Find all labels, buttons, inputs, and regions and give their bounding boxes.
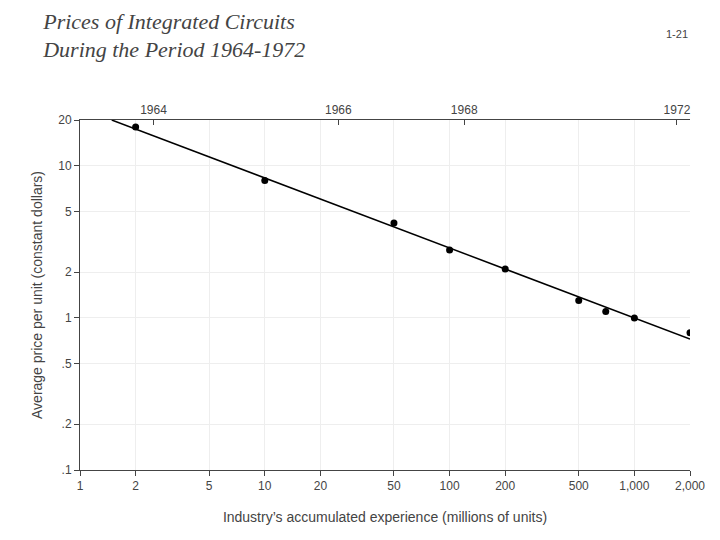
svg-text:2,000: 2,000 [675,479,705,493]
svg-text:2: 2 [132,479,139,493]
svg-text:1: 1 [65,311,72,325]
svg-text:1-21: 1-21 [666,28,688,40]
svg-text:1968: 1968 [451,103,478,117]
svg-text:1964: 1964 [140,103,167,117]
svg-text:20: 20 [58,113,72,127]
svg-text:.1: .1 [62,463,72,477]
svg-text:1,000: 1,000 [619,479,649,493]
svg-text:10: 10 [58,159,72,173]
svg-text:20: 20 [314,479,328,493]
svg-text:200: 200 [495,479,515,493]
svg-text:Prices of Integrated CircuitsD: Prices of Integrated CircuitsDuring the … [42,9,305,63]
svg-text:10: 10 [258,479,272,493]
svg-text:Average price per unit (consta: Average price per unit (constant dollars… [29,171,45,419]
svg-text:1966: 1966 [325,103,352,117]
svg-text:500: 500 [569,479,589,493]
svg-text:5: 5 [65,205,72,219]
svg-text:.5: .5 [62,357,72,371]
svg-text:1: 1 [77,479,84,493]
svg-text:1972: 1972 [664,103,691,117]
svg-text:Industry’s accumulated experie: Industry’s accumulated experience (milli… [223,509,547,525]
svg-text:.2: .2 [62,417,72,431]
svg-text:5: 5 [206,479,213,493]
svg-text:100: 100 [440,479,460,493]
svg-text:50: 50 [387,479,401,493]
svg-text:2: 2 [65,265,72,279]
